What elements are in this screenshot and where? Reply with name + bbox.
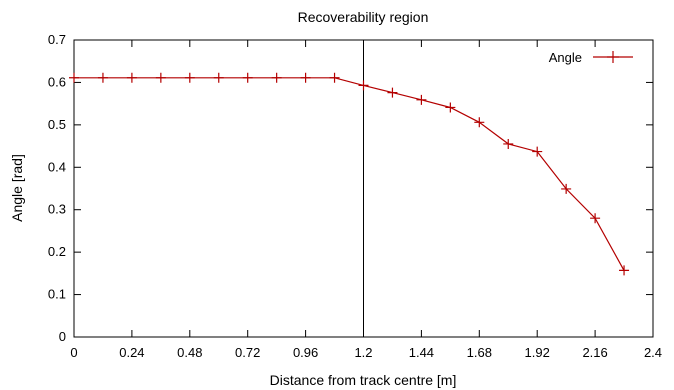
x-tick-label: 1.44 — [409, 345, 434, 360]
x-tick-label: 0 — [70, 345, 77, 360]
data-point — [184, 72, 195, 83]
data-point — [329, 72, 340, 83]
x-tick-label: 0.72 — [235, 345, 260, 360]
x-tick-label: 0.96 — [293, 345, 318, 360]
series-angle — [69, 72, 630, 276]
series-line — [74, 77, 625, 271]
data-point — [532, 146, 543, 157]
legend: Angle — [549, 50, 633, 65]
y-tick-label: 0.7 — [48, 32, 66, 47]
chart-title: Recoverability region — [298, 9, 429, 25]
y-tick-label: 0.2 — [48, 244, 66, 259]
data-point — [619, 265, 630, 276]
x-tick-label: 1.92 — [525, 345, 550, 360]
data-point — [126, 72, 137, 83]
data-point — [503, 138, 514, 149]
data-point — [300, 72, 311, 83]
y-tick-label: 0.3 — [48, 202, 66, 217]
x-tick-label: 0.24 — [119, 345, 144, 360]
y-tick-label: 0.6 — [48, 74, 66, 89]
x-tick-label: 1.2 — [354, 345, 372, 360]
y-tick-label: 0.5 — [48, 117, 66, 132]
y-axis: 0 0.1 0.2 0.3 0.4 0.5 0.6 0.7 — [48, 32, 653, 344]
data-point — [69, 72, 79, 83]
x-tick-label: 2.4 — [644, 345, 662, 360]
x-tick-label: 0.48 — [177, 345, 202, 360]
data-point — [97, 72, 108, 83]
y-axis-label: Angle [rad] — [9, 154, 25, 222]
data-point — [474, 117, 485, 128]
data-point — [561, 183, 572, 194]
data-point — [445, 102, 456, 113]
legend-label: Angle — [549, 50, 582, 65]
data-point — [155, 72, 166, 83]
x-axis-label: Distance from track centre [m] — [270, 372, 457, 388]
data-point — [242, 72, 253, 83]
y-tick-label: 0 — [59, 329, 66, 344]
data-point — [416, 94, 427, 105]
data-point — [271, 72, 282, 83]
y-tick-label: 0.1 — [48, 287, 66, 302]
x-tick-label: 2.16 — [582, 345, 607, 360]
y-tick-label: 0.4 — [48, 159, 66, 174]
x-axis: 0 0.24 0.48 0.72 0.96 1.2 1.44 1.68 1.92 2.16 2.4 — [70, 40, 662, 360]
data-point — [358, 80, 369, 91]
data-point — [387, 87, 398, 98]
data-point — [213, 72, 224, 83]
data-point — [590, 213, 601, 224]
legend-marker — [607, 51, 619, 63]
x-tick-label: 1.68 — [467, 345, 492, 360]
